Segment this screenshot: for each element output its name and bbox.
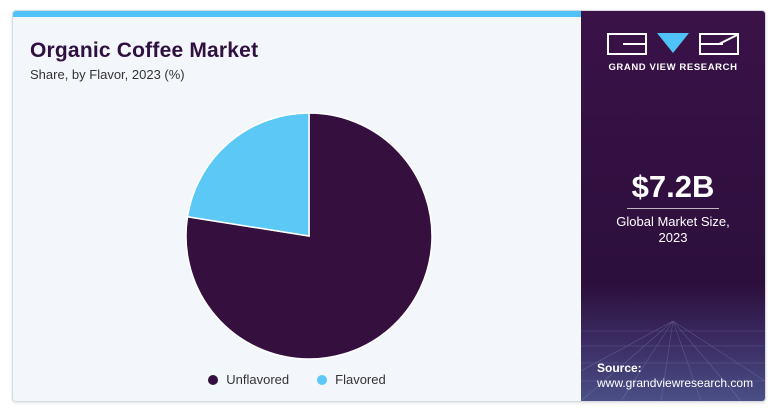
pie-slice-flavored	[186, 112, 310, 237]
info-panel: GRAND VIEW RESEARCH $7.2B Global Market …	[581, 11, 765, 401]
source-note: Source: www.grandviewresearch.com	[597, 361, 753, 391]
stat-divider	[627, 208, 719, 209]
legend-swatch-unflavored	[208, 374, 219, 385]
market-size-label-line1: Global Market Size,	[616, 214, 730, 229]
brand-logo: GRAND VIEW RESEARCH	[581, 33, 765, 73]
market-size-label-line2: 2023	[658, 230, 688, 245]
brand-name: GRAND VIEW RESEARCH	[608, 62, 738, 73]
legend: Unflavored Flavored	[13, 372, 581, 387]
accent-bar	[13, 11, 581, 17]
legend-label-flavored: Flavored	[335, 372, 386, 387]
logo-mark-right	[699, 33, 739, 55]
legend-swatch-flavored	[317, 374, 328, 385]
legend-label-unflavored: Unflavored	[226, 372, 290, 387]
grid-decoration	[581, 320, 765, 401]
chart-card: Organic Coffee Market Share, by Flavor, …	[12, 10, 766, 402]
source-label: Source:	[597, 361, 642, 375]
market-size-value: $7.2B	[631, 169, 715, 204]
logo-mark-center	[653, 33, 693, 55]
logo-mark-left	[607, 33, 647, 55]
chart-title: Organic Coffee Market	[30, 39, 259, 62]
chart-panel: Organic Coffee Market Share, by Flavor, …	[13, 17, 581, 401]
pie-chart	[185, 112, 433, 360]
chart-subtitle: Share, by Flavor, 2023 (%)	[30, 67, 185, 82]
legend-item-unflavored: Unflavored	[208, 372, 289, 387]
source-url[interactable]: www.grandviewresearch.com	[597, 376, 754, 390]
legend-item-flavored: Flavored	[317, 372, 386, 387]
market-size-label: Global Market Size, 2023	[581, 214, 765, 246]
